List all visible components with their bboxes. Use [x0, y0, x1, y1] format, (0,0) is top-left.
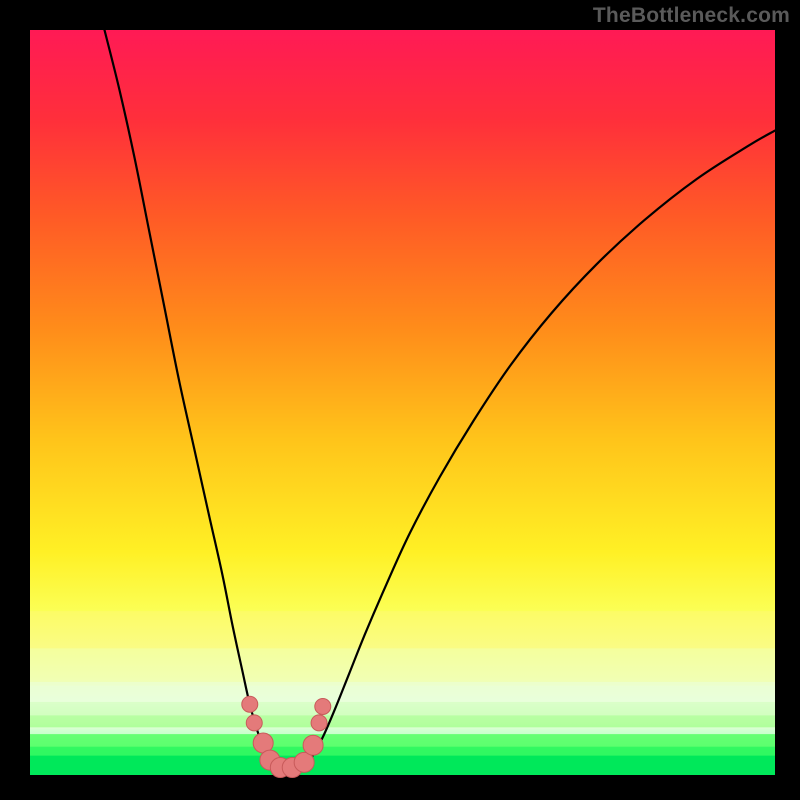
color-band	[30, 756, 775, 775]
color-band	[30, 734, 775, 747]
bottleneck-chart	[30, 30, 775, 775]
curve-marker	[315, 698, 331, 714]
watermark-text: TheBottleneck.com	[593, 4, 790, 28]
curve-marker	[242, 696, 258, 712]
color-band	[30, 727, 775, 734]
curve-marker	[246, 715, 262, 731]
curve-marker	[311, 715, 327, 731]
color-band	[30, 747, 775, 757]
curve-marker	[303, 735, 323, 755]
color-band	[30, 611, 775, 648]
chart-frame: TheBottleneck.com	[0, 0, 800, 800]
color-band	[30, 682, 775, 704]
color-band	[30, 702, 775, 717]
color-band	[30, 648, 775, 685]
color-band	[30, 715, 775, 728]
